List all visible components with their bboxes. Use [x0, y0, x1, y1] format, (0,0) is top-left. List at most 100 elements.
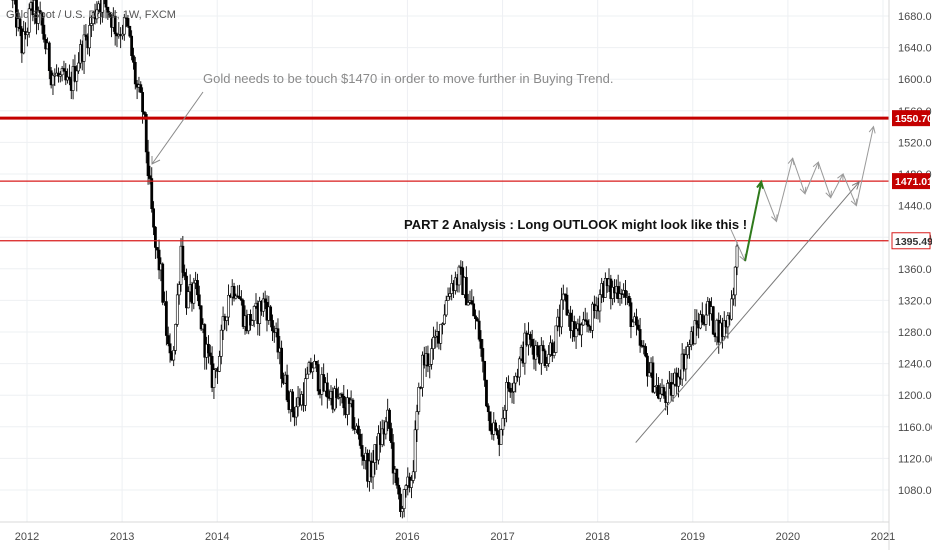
candle	[212, 363, 216, 400]
candle	[731, 287, 735, 306]
candle	[483, 360, 487, 387]
y-axis-ticks: 1080.00 1120.00 1160.00 1200.00 1240.00 1280.…	[898, 11, 932, 497]
candle	[587, 319, 591, 333]
candle	[439, 323, 443, 351]
candle	[132, 47, 135, 70]
candle	[207, 335, 210, 364]
candle	[121, 24, 124, 40]
svg-text:1471.01: 1471.01	[895, 176, 932, 188]
candle	[358, 429, 362, 449]
candle	[475, 317, 479, 322]
candle	[342, 384, 346, 416]
candle	[598, 289, 602, 323]
candle	[388, 408, 391, 441]
x-tick-label: 2015	[300, 531, 324, 543]
candle	[552, 341, 556, 359]
y-tick-label: 1640.00	[898, 43, 932, 55]
gold-note-pointer	[151, 91, 204, 165]
resistance-levels	[0, 116, 889, 242]
candle	[656, 376, 660, 400]
candle	[225, 316, 229, 332]
candle	[130, 30, 134, 61]
candle	[124, 10, 128, 28]
y-tick-label: 1360.00	[898, 264, 932, 276]
candle	[695, 309, 699, 336]
candle	[164, 290, 168, 346]
candle	[183, 264, 187, 281]
candle	[433, 329, 437, 349]
candle	[541, 340, 545, 352]
arrow-head	[851, 180, 861, 190]
candle	[432, 326, 435, 360]
candle	[280, 340, 284, 388]
candle	[686, 341, 690, 359]
candle	[618, 281, 622, 306]
candle	[40, 11, 44, 34]
candle	[636, 319, 640, 331]
candle	[291, 388, 294, 418]
x-tick-label: 2019	[681, 531, 705, 543]
candle	[335, 378, 338, 409]
x-tick-label: 2012	[15, 531, 39, 543]
gold-note-pointer-head	[151, 156, 161, 165]
candle	[474, 309, 477, 330]
candle	[457, 264, 461, 293]
candle	[688, 339, 691, 359]
candle	[624, 279, 627, 306]
candle	[357, 418, 360, 440]
candle	[106, 6, 110, 20]
candle	[294, 397, 298, 426]
candle	[196, 273, 199, 302]
candle	[309, 357, 313, 374]
candle	[175, 283, 179, 327]
candle	[186, 286, 190, 309]
candle	[360, 433, 364, 466]
candle	[161, 262, 165, 306]
candle	[726, 311, 730, 339]
support-trendline	[635, 181, 860, 443]
candle	[448, 287, 452, 300]
candle	[311, 362, 315, 380]
y-tick-label: 1600.00	[898, 74, 932, 86]
x-axis-ticks: 2012 2013 2014 2015 2016 2017 2018 2019 2020 2021	[15, 531, 895, 543]
candle	[314, 360, 318, 373]
candle	[25, 27, 29, 47]
y-tick-label: 1200.00	[898, 390, 932, 402]
trendline-layer	[635, 180, 861, 443]
gold-note-annotation: Gold needs to be touch $1470 in order to…	[203, 71, 613, 86]
candle	[250, 319, 254, 326]
candle	[400, 505, 404, 519]
candle	[470, 289, 474, 306]
projection-gray	[792, 158, 806, 194]
candle	[219, 324, 223, 365]
candle	[700, 302, 704, 326]
candle	[507, 375, 510, 392]
candle	[411, 460, 415, 484]
candle	[88, 16, 91, 57]
candle	[227, 284, 230, 326]
x-tick-label: 2021	[871, 531, 895, 543]
candle	[442, 304, 446, 326]
candle	[560, 287, 563, 335]
candle	[380, 419, 384, 448]
candle	[371, 450, 375, 490]
candle	[238, 284, 241, 300]
candle	[154, 226, 157, 259]
candle	[415, 404, 419, 442]
candle	[100, 0, 104, 23]
candle	[417, 382, 421, 415]
projection-arrows	[730, 125, 876, 262]
y-tick-label: 1240.00	[898, 359, 932, 371]
x-tick-label: 2017	[490, 531, 514, 543]
candle	[285, 364, 289, 403]
candle	[303, 368, 307, 412]
candle	[47, 41, 51, 80]
candle	[325, 372, 329, 409]
x-tick-label: 2014	[205, 531, 229, 543]
candle	[730, 290, 733, 321]
candle	[545, 356, 549, 371]
candle	[146, 139, 150, 185]
candle	[14, 0, 16, 5]
candle	[550, 339, 554, 363]
candle	[84, 24, 88, 41]
